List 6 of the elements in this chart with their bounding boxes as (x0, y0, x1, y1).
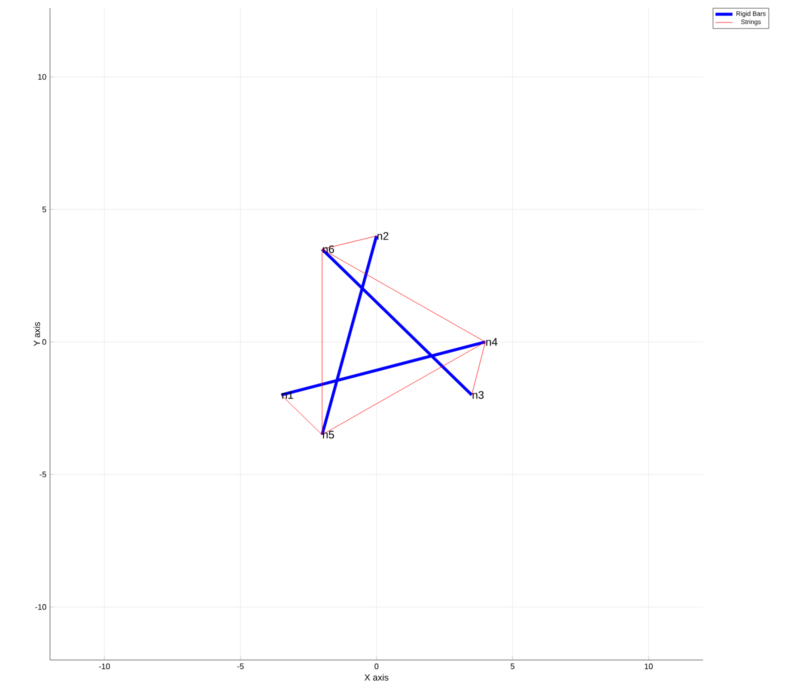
annotation: n3 (472, 391, 484, 399)
annotation: n5 (323, 430, 334, 439)
annotation: n2 (377, 232, 388, 240)
y-axis-title: Y axis (33, 322, 40, 346)
x-axis-title: X axis (364, 674, 388, 681)
annotation: n4 (486, 338, 498, 346)
